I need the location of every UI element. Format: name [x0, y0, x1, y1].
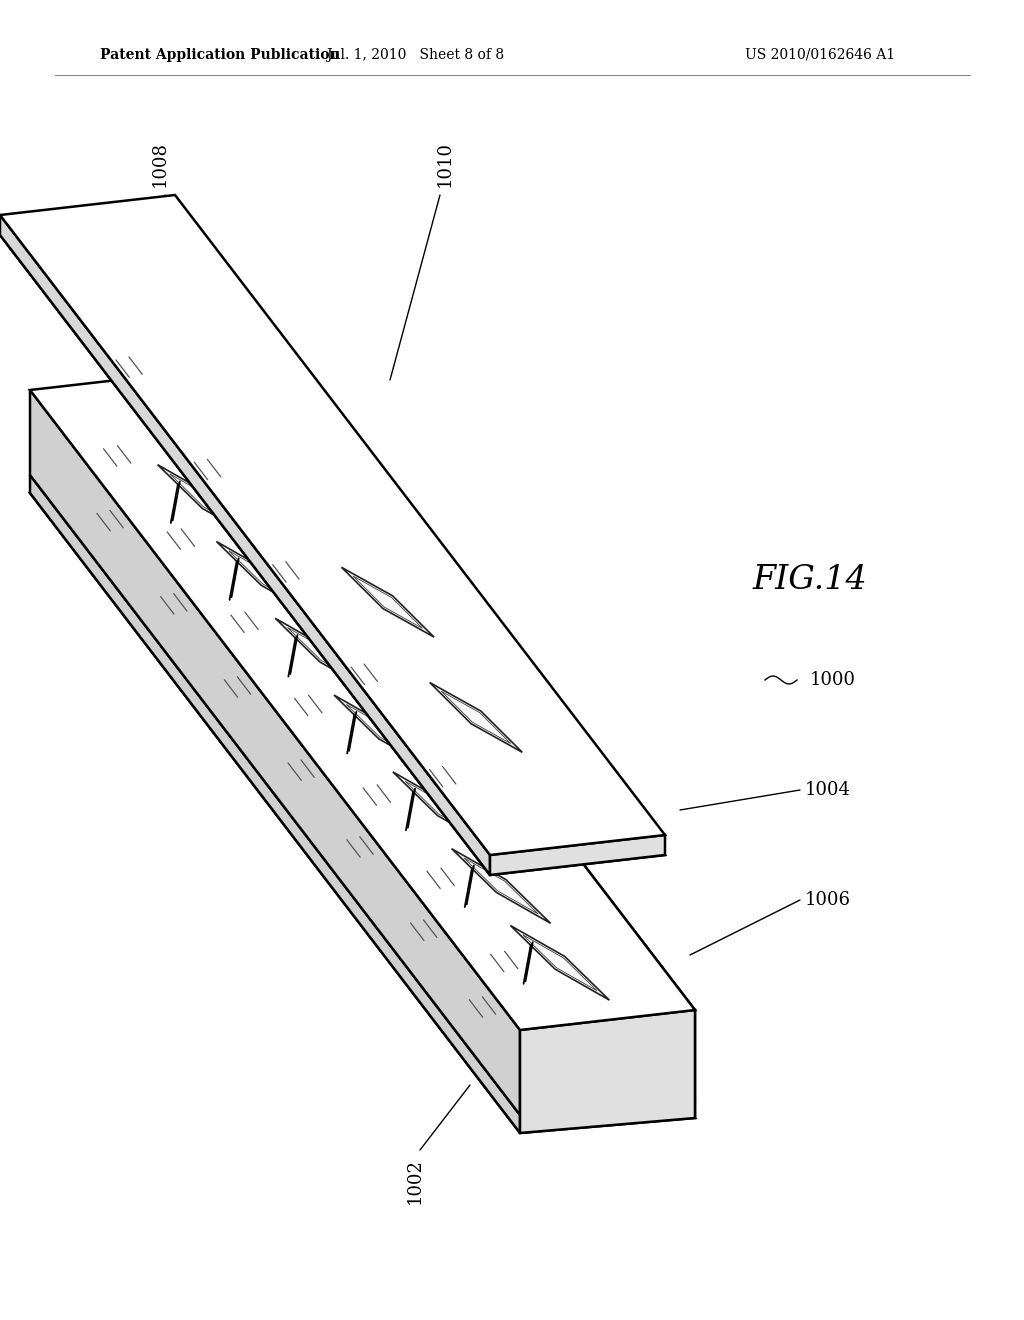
Text: US 2010/0162646 A1: US 2010/0162646 A1 — [744, 48, 895, 62]
Polygon shape — [158, 465, 257, 540]
Text: Patent Application Publication: Patent Application Publication — [100, 48, 340, 62]
Polygon shape — [170, 474, 245, 531]
Polygon shape — [0, 215, 665, 875]
Text: 1000: 1000 — [810, 671, 856, 689]
Polygon shape — [346, 705, 421, 760]
Polygon shape — [30, 389, 520, 1115]
Text: 1002: 1002 — [406, 1158, 424, 1204]
Polygon shape — [205, 459, 695, 1118]
Polygon shape — [510, 925, 609, 1001]
Polygon shape — [30, 370, 695, 1030]
Polygon shape — [30, 475, 520, 1133]
Text: 1010: 1010 — [436, 141, 454, 187]
Polygon shape — [523, 935, 597, 991]
Polygon shape — [464, 858, 539, 913]
Text: Jul. 1, 2010   Sheet 8 of 8: Jul. 1, 2010 Sheet 8 of 8 — [326, 48, 504, 62]
Polygon shape — [334, 696, 433, 770]
Polygon shape — [0, 215, 490, 875]
Polygon shape — [0, 195, 665, 855]
Polygon shape — [353, 576, 423, 628]
Polygon shape — [30, 478, 695, 1133]
Polygon shape — [452, 849, 551, 923]
Polygon shape — [393, 772, 492, 846]
Text: 1008: 1008 — [151, 141, 169, 187]
Polygon shape — [430, 682, 522, 752]
Polygon shape — [205, 370, 695, 1100]
Polygon shape — [288, 627, 361, 684]
Text: 1006: 1006 — [805, 891, 851, 909]
Polygon shape — [275, 618, 374, 693]
Polygon shape — [341, 568, 434, 638]
Text: FIG.14: FIG.14 — [753, 564, 867, 597]
Polygon shape — [490, 836, 665, 875]
Polygon shape — [520, 1010, 695, 1133]
Polygon shape — [441, 692, 511, 743]
Polygon shape — [406, 781, 479, 837]
Polygon shape — [228, 550, 303, 607]
Text: 1004: 1004 — [805, 781, 851, 799]
Polygon shape — [216, 541, 315, 616]
